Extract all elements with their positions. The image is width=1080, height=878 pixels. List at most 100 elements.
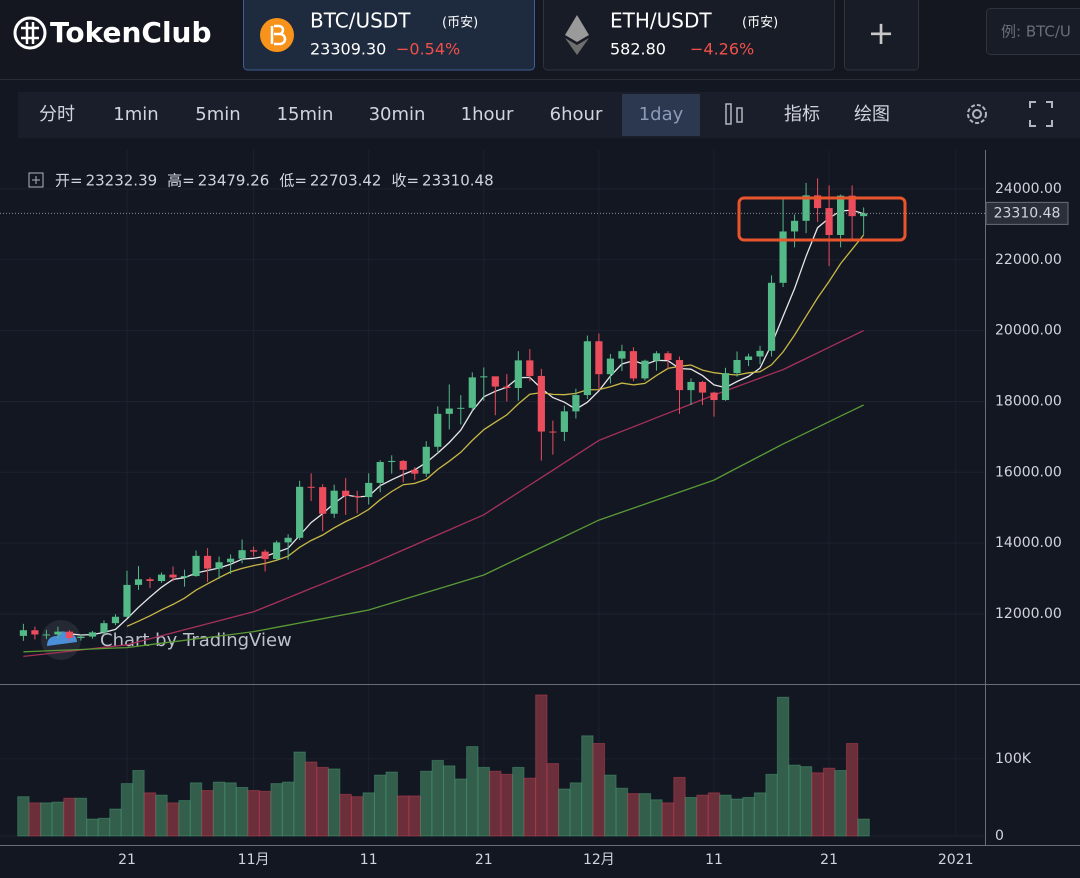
candle-body xyxy=(54,631,62,635)
tab-change: −4.26% xyxy=(690,40,754,59)
candle-body xyxy=(157,574,166,582)
candle-body xyxy=(422,446,430,474)
candle-body xyxy=(641,360,649,379)
candle-body xyxy=(652,353,661,361)
toolbar xyxy=(18,92,1080,138)
volume-bar xyxy=(615,787,629,837)
draw-button[interactable]: 绘图 xyxy=(854,104,890,125)
candle-body xyxy=(595,341,603,375)
candle-body xyxy=(503,386,511,388)
candle-body xyxy=(779,231,787,283)
add-tab[interactable] xyxy=(844,0,919,71)
volume-bar xyxy=(397,795,410,837)
volume-bar xyxy=(109,808,122,837)
volume-bar xyxy=(627,793,640,837)
volume-bar xyxy=(63,797,76,837)
legend-value: 22703.42 xyxy=(310,172,382,190)
x-tick-label: 12月 xyxy=(583,852,615,868)
legend-toggle-plus xyxy=(32,176,40,184)
chart: 12000.00 14000.00 16000.00 18000.00 20000.00… xyxy=(0,150,1080,868)
volume-bar xyxy=(696,794,709,837)
volume-bar xyxy=(753,792,767,837)
volume-bar xyxy=(51,801,65,837)
x-tick-label: 2021 xyxy=(938,852,974,868)
logo-text[interactable]: TokenClub xyxy=(50,16,212,49)
volume-bar xyxy=(166,802,180,837)
interval-button[interactable]: 1min xyxy=(113,104,158,125)
interval-button[interactable]: 分时 xyxy=(39,104,75,125)
candle-body xyxy=(88,632,97,637)
volume-bar xyxy=(466,746,479,837)
candle-body xyxy=(273,542,281,560)
candle-body xyxy=(710,392,718,401)
volume-bar xyxy=(454,778,467,837)
y-tick-label: 12000.00 xyxy=(995,606,1062,622)
candle-body xyxy=(837,195,845,235)
ma-line xyxy=(126,234,865,627)
y-tick-label: 14000.00 xyxy=(995,535,1062,551)
ma-line xyxy=(23,404,864,653)
y-tick-label: 18000.00 xyxy=(995,393,1062,409)
interval-button[interactable]: 1hour xyxy=(461,104,514,125)
volume-bar xyxy=(339,793,352,837)
candle-body xyxy=(549,431,557,433)
volume-bar xyxy=(535,694,548,837)
add-label: + xyxy=(868,14,895,52)
candle-body xyxy=(675,360,684,391)
candle-body xyxy=(100,623,108,633)
interval-button[interactable]: 5min xyxy=(195,104,240,125)
candle-body xyxy=(261,551,269,560)
volume-bar xyxy=(592,743,606,837)
candle-body xyxy=(526,360,534,376)
volume-bar xyxy=(120,783,134,837)
logo-icon[interactable] xyxy=(13,16,47,50)
volume-bar xyxy=(661,802,675,837)
settings-icon[interactable] xyxy=(967,104,987,124)
volume-bar xyxy=(581,735,594,837)
indicators-button[interactable]: 指标 xyxy=(784,104,820,125)
tab-pair: ETH/USDT xyxy=(610,9,712,33)
candle-body xyxy=(434,413,442,447)
y-tick-label: 24000.00 xyxy=(995,181,1062,197)
candle-body xyxy=(192,555,200,577)
legend-label: 开= xyxy=(55,172,83,190)
candle-body xyxy=(376,462,384,483)
tab-btc[interactable] xyxy=(243,0,535,71)
y-tick-label: 20000.00 xyxy=(995,323,1062,339)
volume-bar xyxy=(97,817,111,837)
volume-bar xyxy=(155,794,168,837)
last-price-box xyxy=(985,201,1069,225)
x-tick-label: 11月 xyxy=(238,852,270,868)
volume-bar xyxy=(304,761,318,837)
x-tick-label: 21 xyxy=(820,852,838,868)
volume-bar xyxy=(385,771,398,837)
interval-button[interactable]: 15min xyxy=(277,104,334,125)
volume-bar xyxy=(569,782,583,837)
volume-bar xyxy=(189,782,203,837)
volume-bar xyxy=(28,802,42,837)
volume-bar xyxy=(293,751,306,837)
fullscreen-icon[interactable] xyxy=(1029,101,1053,127)
candle-body xyxy=(284,537,292,543)
candle-body xyxy=(146,579,154,582)
search-box[interactable] xyxy=(986,8,1080,55)
interval-button[interactable]: 30min xyxy=(369,104,426,125)
volume-bar xyxy=(523,777,537,837)
volume-bar xyxy=(822,767,836,837)
highlight-box xyxy=(737,196,907,242)
candle-body xyxy=(848,195,856,217)
tab-eth[interactable] xyxy=(543,0,835,71)
interval-button[interactable]: 1day xyxy=(639,104,684,125)
candle-body xyxy=(664,353,672,361)
candle-body xyxy=(813,195,822,209)
candle-body xyxy=(572,395,580,412)
volume-bar xyxy=(834,769,847,837)
candle-icon[interactable] xyxy=(725,103,732,125)
candle-body xyxy=(19,630,27,636)
volume-bar xyxy=(420,770,433,837)
interval-button[interactable]: 6hour xyxy=(550,104,603,125)
volume-bar xyxy=(281,781,295,837)
candle-body xyxy=(342,490,350,497)
legend-toggle[interactable] xyxy=(28,172,44,188)
volume-bar xyxy=(362,792,375,837)
